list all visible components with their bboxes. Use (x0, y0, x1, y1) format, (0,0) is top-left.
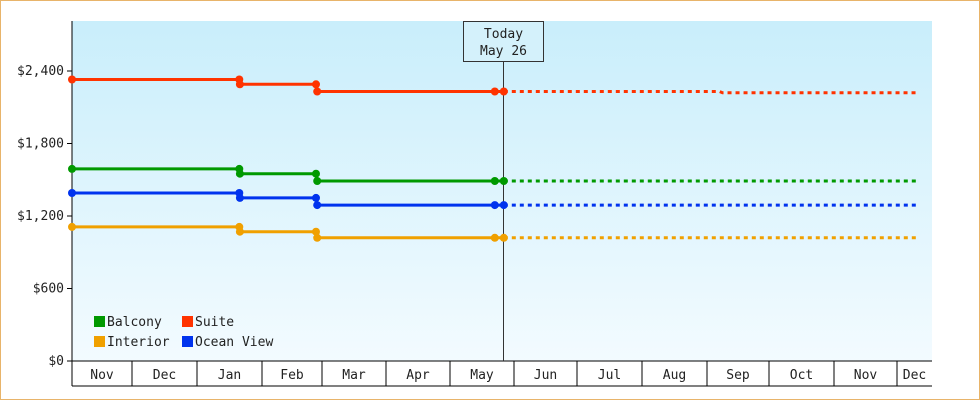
data-point-balcony (312, 169, 320, 178)
data-point-ocean-view (490, 201, 499, 210)
today-marker: Today May 26 (463, 21, 544, 361)
data-point-ocean-view (313, 201, 322, 210)
x-axis: Nov Dec Jan Feb Mar Apr May Jun Jul Aug Sep Oct Nov D… (71, 360, 932, 387)
data-point-interior (490, 233, 499, 242)
data-point-suite (68, 75, 76, 84)
data-point-interior (68, 222, 76, 231)
legend-label-balcony: Balcony (107, 315, 162, 330)
month-label: Jul (598, 368, 621, 383)
data-point-ocean-view (235, 193, 244, 202)
y-axis: $0 $600 $1,200 $1,800 $2,400 (17, 21, 73, 369)
data-point-suite (490, 87, 499, 96)
legend-swatch-ocean-view (182, 336, 193, 347)
today-label: Today (484, 27, 523, 42)
month-label: May (470, 368, 494, 383)
month-label: Dec (903, 368, 926, 383)
data-point-interior (313, 233, 322, 242)
data-point-balcony (235, 169, 244, 178)
legend: Balcony Suite Interior Ocean View (94, 315, 273, 350)
data-point-suite (235, 80, 244, 89)
y-tick-label: $1,200 (17, 209, 64, 224)
series-forecast-suite (503, 90, 918, 95)
legend-label-ocean-view: Ocean View (195, 335, 273, 350)
legend-swatch-balcony (94, 316, 105, 327)
y-tick-label: $1,800 (17, 137, 64, 152)
month-label: Oct (790, 368, 813, 383)
y-tick-label: $600 (33, 282, 64, 297)
data-point-balcony (68, 164, 76, 173)
month-label: Jun (534, 368, 557, 383)
today-date: May 26 (480, 44, 527, 59)
data-point-suite (312, 80, 320, 89)
month-label: Aug (663, 368, 686, 383)
data-point-balcony (490, 177, 499, 185)
series-lines (68, 75, 918, 242)
month-label: Mar (342, 368, 366, 383)
data-point-suite (499, 87, 508, 96)
data-point-suite (313, 87, 322, 96)
y-tick-label: $2,400 (17, 64, 64, 79)
data-point-balcony (499, 177, 508, 185)
data-point-interior (235, 227, 244, 236)
month-label: Nov (90, 368, 114, 383)
legend-swatch-suite (182, 316, 193, 327)
legend-label-suite: Suite (195, 315, 234, 330)
data-point-ocean-view (312, 193, 320, 202)
data-point-ocean-view (68, 189, 76, 197)
today-box (463, 21, 544, 62)
y-tick-label: $0 (48, 354, 64, 369)
data-point-ocean-view (499, 201, 508, 210)
month-label: Feb (280, 368, 304, 383)
data-point-balcony (313, 177, 322, 185)
legend-swatch-interior (94, 336, 105, 347)
data-point-interior (499, 233, 508, 242)
month-label: Apr (406, 368, 430, 383)
month-label: Nov (854, 368, 878, 383)
month-label: Sep (726, 368, 750, 383)
legend-label-interior: Interior (107, 335, 170, 350)
month-label: Dec (153, 368, 176, 383)
plot-area (72, 21, 932, 361)
data-point-interior (312, 227, 320, 236)
month-label: Jan (218, 368, 241, 383)
